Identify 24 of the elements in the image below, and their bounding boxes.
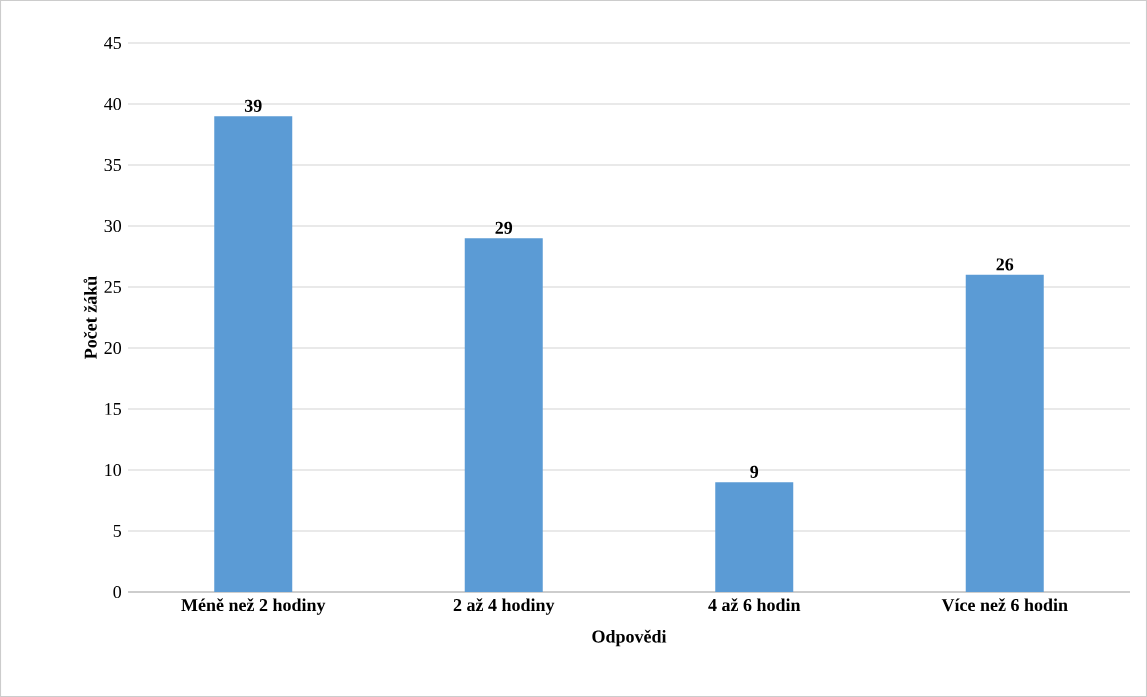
data-label: 29 bbox=[495, 221, 513, 234]
y-tick-label: 15 bbox=[105, 402, 122, 416]
y-tick-label: 10 bbox=[105, 463, 122, 477]
bar bbox=[965, 274, 1044, 592]
y-tick-label: 20 bbox=[104, 341, 122, 355]
data-label: 39 bbox=[244, 99, 262, 112]
x-tick-label: Méně než 2 hodiny bbox=[181, 598, 326, 615]
bar bbox=[214, 116, 293, 592]
x-tick-label: 4 až 6 hodin bbox=[708, 598, 801, 612]
y-axis-title: Počet žáků bbox=[83, 276, 97, 359]
bar bbox=[464, 238, 543, 592]
data-label: 26 bbox=[996, 258, 1014, 271]
y-tick-label: 5 bbox=[113, 525, 122, 537]
x-axis-title: Odpovědi bbox=[592, 629, 667, 647]
x-tick-label: 2 až 4 hodiny bbox=[453, 598, 555, 615]
y-tick-label: 45 bbox=[104, 36, 122, 49]
data-label: 9 bbox=[750, 465, 759, 478]
x-tick-label: Více než 6 hodin bbox=[941, 598, 1068, 612]
y-tick-label: 40 bbox=[104, 97, 122, 111]
bar bbox=[715, 482, 794, 592]
y-tick-label: 30 bbox=[104, 219, 122, 233]
y-tick-label: 0 bbox=[113, 585, 122, 599]
y-tick-label: 25 bbox=[104, 280, 122, 294]
y-tick-label: 35 bbox=[104, 158, 122, 172]
